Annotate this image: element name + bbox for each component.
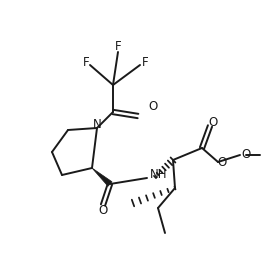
Text: N: N <box>93 117 101 130</box>
Text: O: O <box>217 155 227 168</box>
Text: F: F <box>115 40 121 53</box>
Text: O: O <box>98 204 108 217</box>
Text: F: F <box>83 57 89 70</box>
Text: O: O <box>241 148 251 161</box>
Text: O: O <box>208 116 218 129</box>
Text: F: F <box>142 57 148 70</box>
Text: O: O <box>148 99 158 112</box>
Polygon shape <box>92 168 112 186</box>
Text: NH: NH <box>150 168 167 181</box>
